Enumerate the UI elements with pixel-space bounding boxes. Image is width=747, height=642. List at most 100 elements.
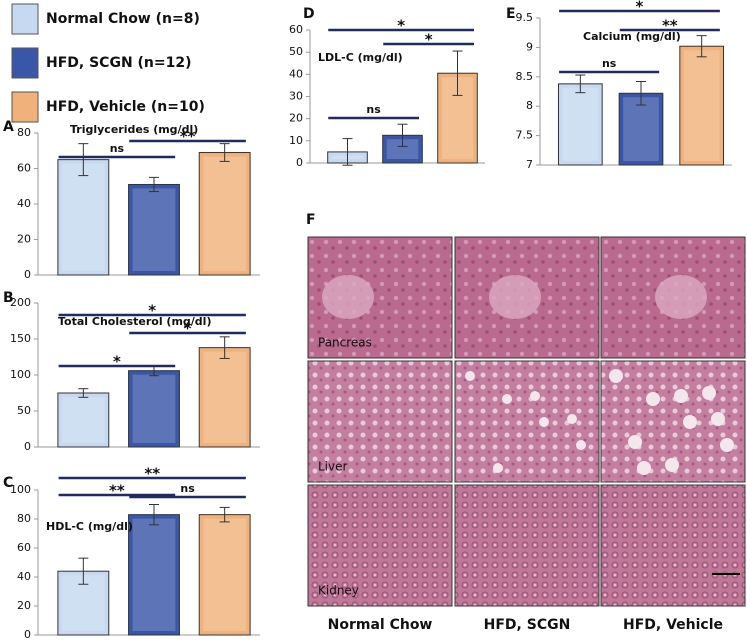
bar-highlight [386,139,419,159]
legend-swatch [11,91,39,123]
y-tick-label: 50 [289,45,303,58]
significance-label: * [636,0,644,16]
y-tick-label: 40 [289,67,303,80]
bar-highlight [61,163,105,271]
error-bar [696,35,707,58]
significance-label: ns [602,57,617,70]
column-label: HFD, SCGN [484,617,571,633]
panel-letter: A [3,119,14,135]
lipid-droplet [567,414,577,424]
bar-highlight [623,97,659,161]
lipid-droplet [720,438,734,452]
y-tick-label: 80 [17,512,31,525]
islet [655,275,707,319]
bar [679,45,725,166]
y-tick-label: 100 [10,483,31,496]
error-bar [149,504,159,526]
significance-label: ** [180,128,196,146]
y-tick-label: 9.5 [516,11,534,24]
significance-label: ns [180,482,195,495]
bar-highlight [132,518,176,631]
lipid-droplet [493,463,503,473]
y-tick-label: 0 [24,268,31,281]
lipid-droplet [665,458,679,472]
bar [198,514,251,636]
y-tick-label: 8 [526,99,533,112]
significance-label: ns [110,142,125,155]
bar-highlight [683,50,720,161]
chart-title: Calcium (mg/dl) [583,30,681,43]
bar-highlight [562,87,599,161]
y-tick-label: 150 [10,332,31,345]
lipid-droplet [576,440,586,450]
lipid-droplet [702,386,716,400]
lipid-droplet [539,417,549,427]
chart-title: LDL-C (mg/dl) [318,51,403,64]
y-tick-label: 40 [17,197,31,210]
y-tick-label: 0 [296,156,303,169]
significance-label: ns [366,103,381,116]
bar-highlight [132,374,176,443]
row-label: Kidney [318,584,359,598]
islet [489,275,541,319]
y-tick-label: 60 [17,162,31,175]
error-bar [78,557,89,585]
y-tick-label: 100 [10,368,31,381]
panel-letter: E [506,6,516,22]
bar [557,83,603,166]
y-tick-label: 80 [17,126,31,139]
error-bar [636,81,646,106]
error-bar [219,143,230,162]
bar-highlight [132,188,176,271]
significance-label: * [425,31,433,49]
lipid-droplet [637,461,651,475]
bar-highlight [61,397,105,443]
legend-swatch [11,3,39,35]
bar-highlight [203,518,247,631]
bar [128,514,180,636]
lipid-droplet [609,369,623,383]
significance-label: * [184,320,192,338]
histology-image [600,484,746,607]
panel-letter: B [3,290,14,306]
lipid-droplet [646,392,660,406]
y-tick-label: 9 [526,40,533,53]
y-tick-label: 10 [289,134,303,147]
lipid-droplet [465,371,475,381]
y-tick-label: 7.5 [516,129,534,142]
panel-letter: D [303,6,315,22]
y-tick-label: 8.5 [516,70,534,83]
lipid-droplet [683,415,697,429]
y-tick-label: 7 [526,158,533,171]
error-bar [78,388,89,398]
error-bar [342,138,353,166]
lipid-droplet [674,389,688,403]
legend-label: HFD, Vehicle (n=10) [46,99,205,115]
y-tick-label: 60 [289,23,303,36]
y-tick-label: 50 [17,404,31,417]
y-tick-label: 20 [17,233,31,246]
row-label: Pancreas [318,336,372,350]
y-tick-label: 0 [24,440,31,453]
significance-label: ** [109,482,125,500]
column-label: Normal Chow [328,617,433,633]
bar [128,183,180,276]
y-tick-label: 30 [289,90,303,103]
legend-swatch [11,47,39,79]
bar [57,159,110,276]
error-bar [149,176,159,193]
chart-title: Triglycerides (mg/dl) [70,123,198,136]
error-bar [575,74,586,94]
significance-label: * [148,302,156,320]
significance-label: ** [662,17,678,35]
y-tick-label: 20 [289,112,303,125]
y-tick-label: 40 [17,570,31,583]
y-tick-label: 200 [10,296,31,309]
error-bar [219,336,230,359]
lipid-droplet [502,394,512,404]
bar [57,392,110,448]
significance-label: * [113,353,121,371]
bar [198,347,251,448]
error-bar [78,143,89,177]
